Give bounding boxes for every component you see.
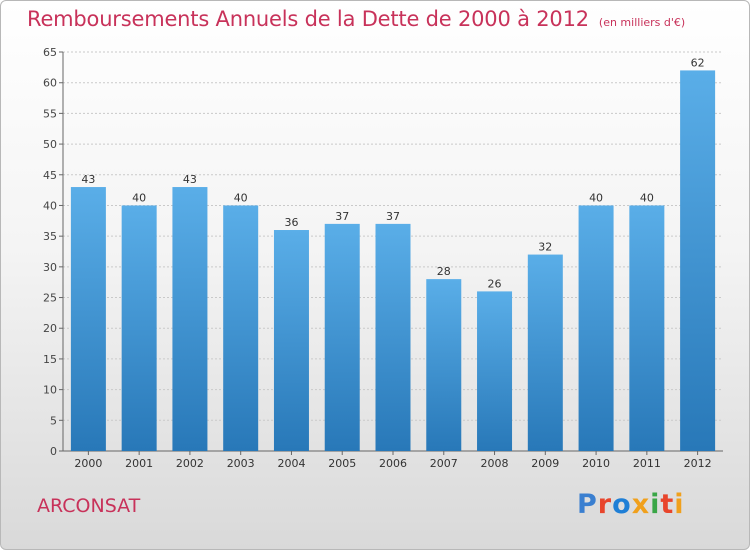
y-tick-label: 40 — [43, 199, 57, 212]
bar — [680, 70, 716, 452]
brand-logo: Proxiti — [577, 489, 685, 520]
title-line: Remboursements Annuels de la Dette de 20… — [27, 7, 685, 31]
x-tick-label: 2008 — [481, 457, 509, 470]
data-label: 40 — [640, 191, 654, 204]
y-tick-label: 25 — [43, 292, 57, 305]
x-tick-label: 2003 — [227, 457, 255, 470]
commune-name: ARCONSAT — [37, 495, 141, 517]
x-tick-label: 2010 — [582, 457, 610, 470]
brand-letter: o — [612, 489, 632, 520]
data-label: 32 — [538, 241, 552, 254]
bar — [324, 223, 360, 451]
x-tick-label: 2000 — [74, 457, 102, 470]
brand-letter: i — [674, 489, 685, 520]
x-tick-label: 2005 — [328, 457, 356, 470]
x-tick-label: 2002 — [176, 457, 204, 470]
y-tick-label: 0 — [50, 445, 57, 458]
brand-letter: i — [650, 489, 661, 520]
bar — [527, 254, 563, 451]
data-label: 62 — [691, 56, 705, 69]
bar — [223, 205, 259, 451]
y-tick-label: 30 — [43, 261, 57, 274]
bar — [375, 223, 411, 451]
data-label: 40 — [132, 191, 146, 204]
bar — [477, 291, 513, 451]
bar — [426, 279, 462, 451]
bar — [273, 230, 309, 451]
y-tick-label: 65 — [43, 46, 57, 59]
data-label: 36 — [284, 216, 298, 229]
data-label: 26 — [488, 277, 502, 290]
chart-title: Remboursements Annuels de la Dette de 20… — [27, 7, 589, 31]
labels: 0 5 10 15 20 25 30 35 40 45 50 55 60 65 2000 43 2001 40 20… — [43, 46, 712, 470]
x-tick-label: 2001 — [125, 457, 153, 470]
x-tick-label: 2012 — [684, 457, 712, 470]
y-tick-label: 50 — [43, 138, 57, 151]
data-label: 37 — [386, 210, 400, 223]
bar — [578, 205, 614, 451]
data-label: 40 — [589, 191, 603, 204]
brand-letter: r — [597, 489, 613, 520]
chart-subtitle: (en milliers d'€) — [598, 16, 686, 29]
brand-letter: x — [631, 489, 651, 520]
y-tick-label: 55 — [43, 107, 57, 120]
data-label: 43 — [81, 173, 95, 186]
brand-letter: P — [577, 489, 598, 520]
x-tick-label: 2004 — [277, 457, 305, 470]
y-tick-label: 15 — [43, 353, 57, 366]
brand-letter: t — [660, 489, 675, 520]
y-tick-label: 45 — [43, 169, 57, 182]
bar — [70, 187, 106, 452]
y-tick-label: 5 — [50, 414, 57, 427]
y-tick-label: 10 — [43, 384, 57, 397]
y-tick-label: 20 — [43, 322, 57, 335]
bar — [629, 205, 665, 451]
data-label: 37 — [335, 210, 349, 223]
x-tick-label: 2009 — [531, 457, 559, 470]
data-label: 43 — [183, 173, 197, 186]
bar — [172, 187, 208, 452]
y-tick-label: 35 — [43, 230, 57, 243]
x-tick-label: 2011 — [633, 457, 661, 470]
x-tick-label: 2007 — [430, 457, 458, 470]
data-label: 40 — [234, 191, 248, 204]
data-label: 28 — [437, 265, 451, 278]
bars — [70, 70, 716, 452]
y-tick-label: 60 — [43, 77, 57, 90]
bar — [121, 205, 157, 451]
x-tick-label: 2006 — [379, 457, 407, 470]
